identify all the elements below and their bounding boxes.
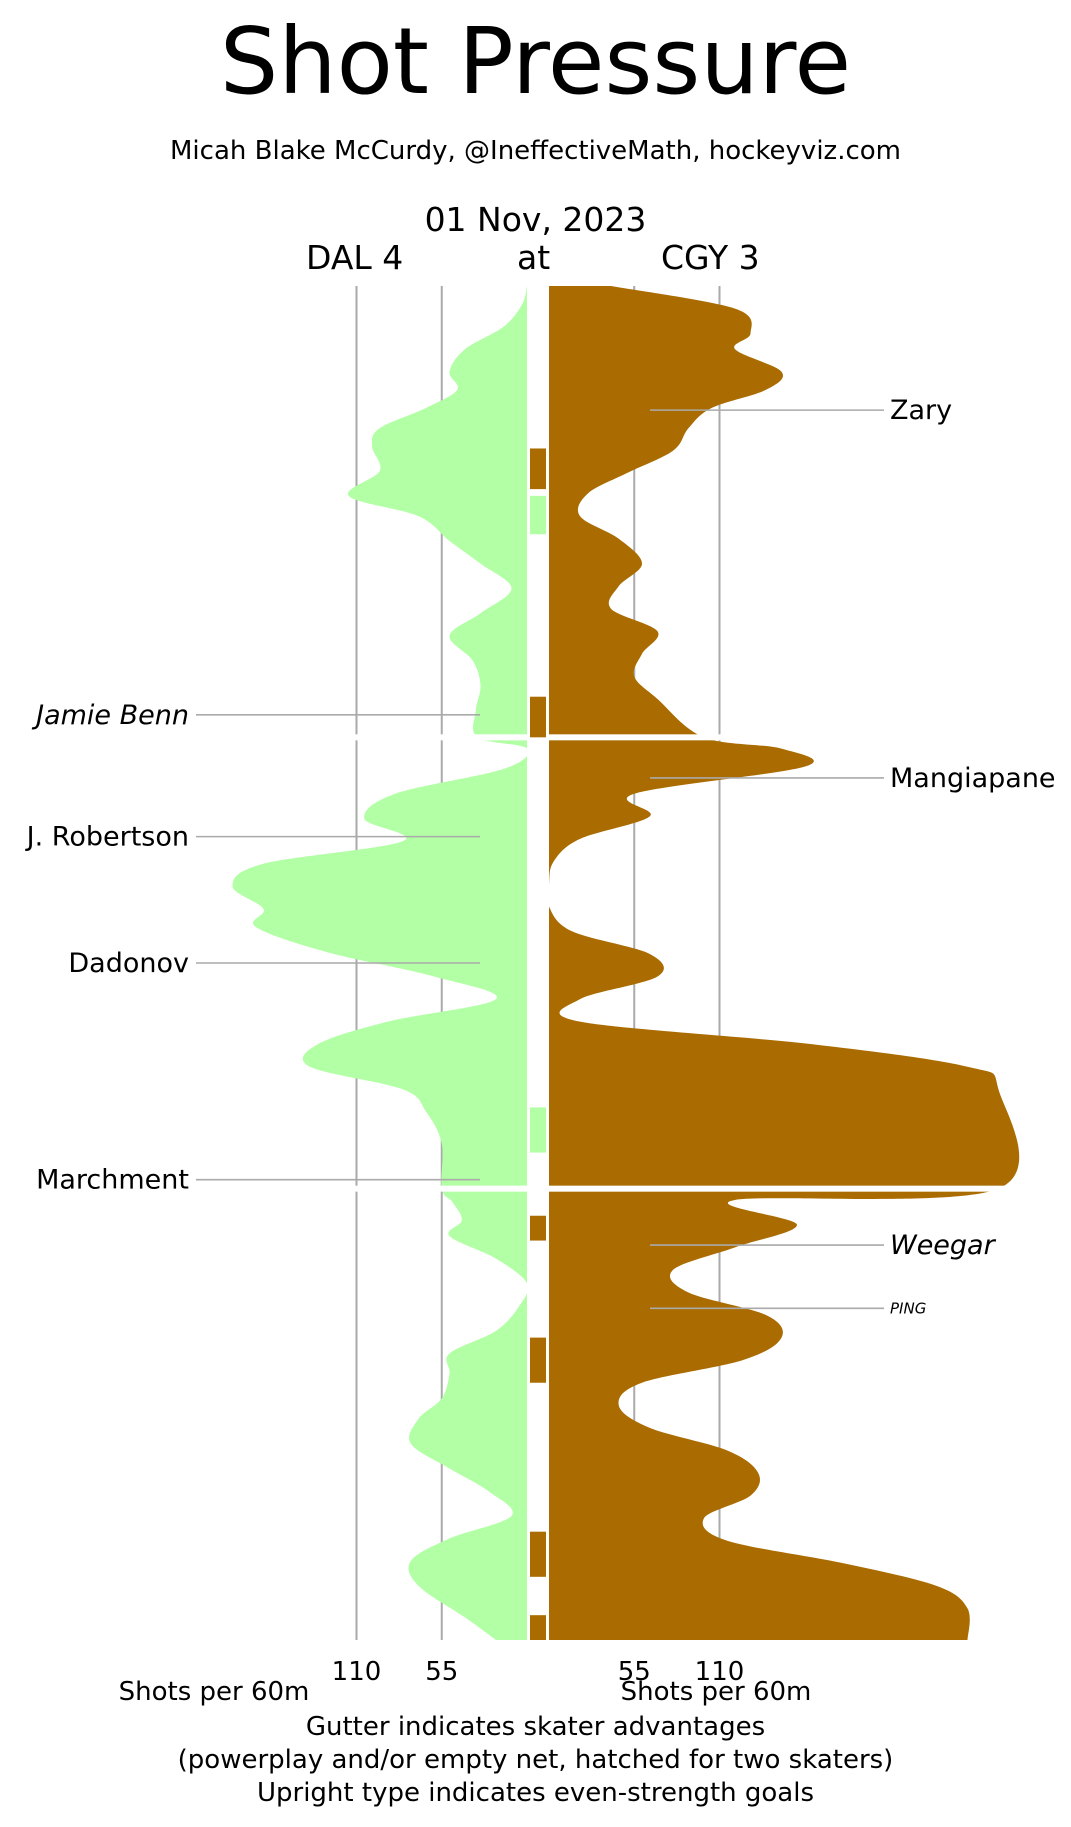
note-line-3: Upright type indicates even-strength goa… xyxy=(256,1778,815,1808)
away-team-label: DAL 4 xyxy=(306,238,404,277)
goal-label-6: Weegar xyxy=(890,1230,997,1261)
goal-label-2: Mangiapane xyxy=(890,763,1056,794)
gutter-block-1 xyxy=(530,495,546,535)
tick-labels: 110 55 55 110 xyxy=(332,1657,745,1687)
period-separators xyxy=(150,286,1010,1640)
chart-subtitle: Micah Blake McCurdy, @IneffectiveMath, h… xyxy=(170,136,901,166)
advantage-gutter xyxy=(530,448,546,1640)
xlabel-left: Shots per 60m xyxy=(118,1677,310,1707)
tick-label-1: 55 xyxy=(425,1657,458,1687)
goal-label-0: Zary xyxy=(890,395,952,426)
gutter-block-2 xyxy=(530,696,546,738)
at-label: at xyxy=(517,238,551,277)
tick-label-3: 110 xyxy=(695,1657,745,1687)
gutter-block-0 xyxy=(530,448,546,490)
gutter-block-4 xyxy=(530,1215,546,1241)
xlabel-right: Shots per 60m xyxy=(620,1677,812,1707)
gutter-block-7 xyxy=(530,1615,546,1640)
gutter-block-3 xyxy=(530,1107,546,1153)
gutter-block-5 xyxy=(530,1337,546,1383)
gutter-background xyxy=(527,286,549,1640)
chart-title: Shot Pressure xyxy=(219,8,852,115)
game-date: 01 Nov, 2023 xyxy=(424,200,647,239)
goal-label-4: Dadonov xyxy=(68,948,189,979)
tick-label-2: 55 xyxy=(618,1657,651,1687)
gutter-block-6 xyxy=(530,1531,546,1577)
goal-annotations: Zary Jamie Benn Mangiapane J. Robertson Dado… xyxy=(25,395,1056,1317)
area-home xyxy=(547,286,1020,1640)
note-line-1: Gutter indicates skater advantages xyxy=(305,1712,766,1742)
note-line-2: (powerplay and/or empty net, hatched for… xyxy=(177,1745,894,1775)
tick-label-0: 110 xyxy=(332,1657,382,1687)
period-separator-1 xyxy=(150,734,1010,741)
goal-label-3: J. Robertson xyxy=(25,822,189,853)
goal-label-7: PING xyxy=(890,1299,926,1317)
period-separator-2 xyxy=(150,1185,1010,1192)
home-team-label: CGY 3 xyxy=(661,238,760,277)
goal-label-1: Jamie Benn xyxy=(31,700,189,731)
goal-label-5: Marchment xyxy=(36,1165,189,1196)
